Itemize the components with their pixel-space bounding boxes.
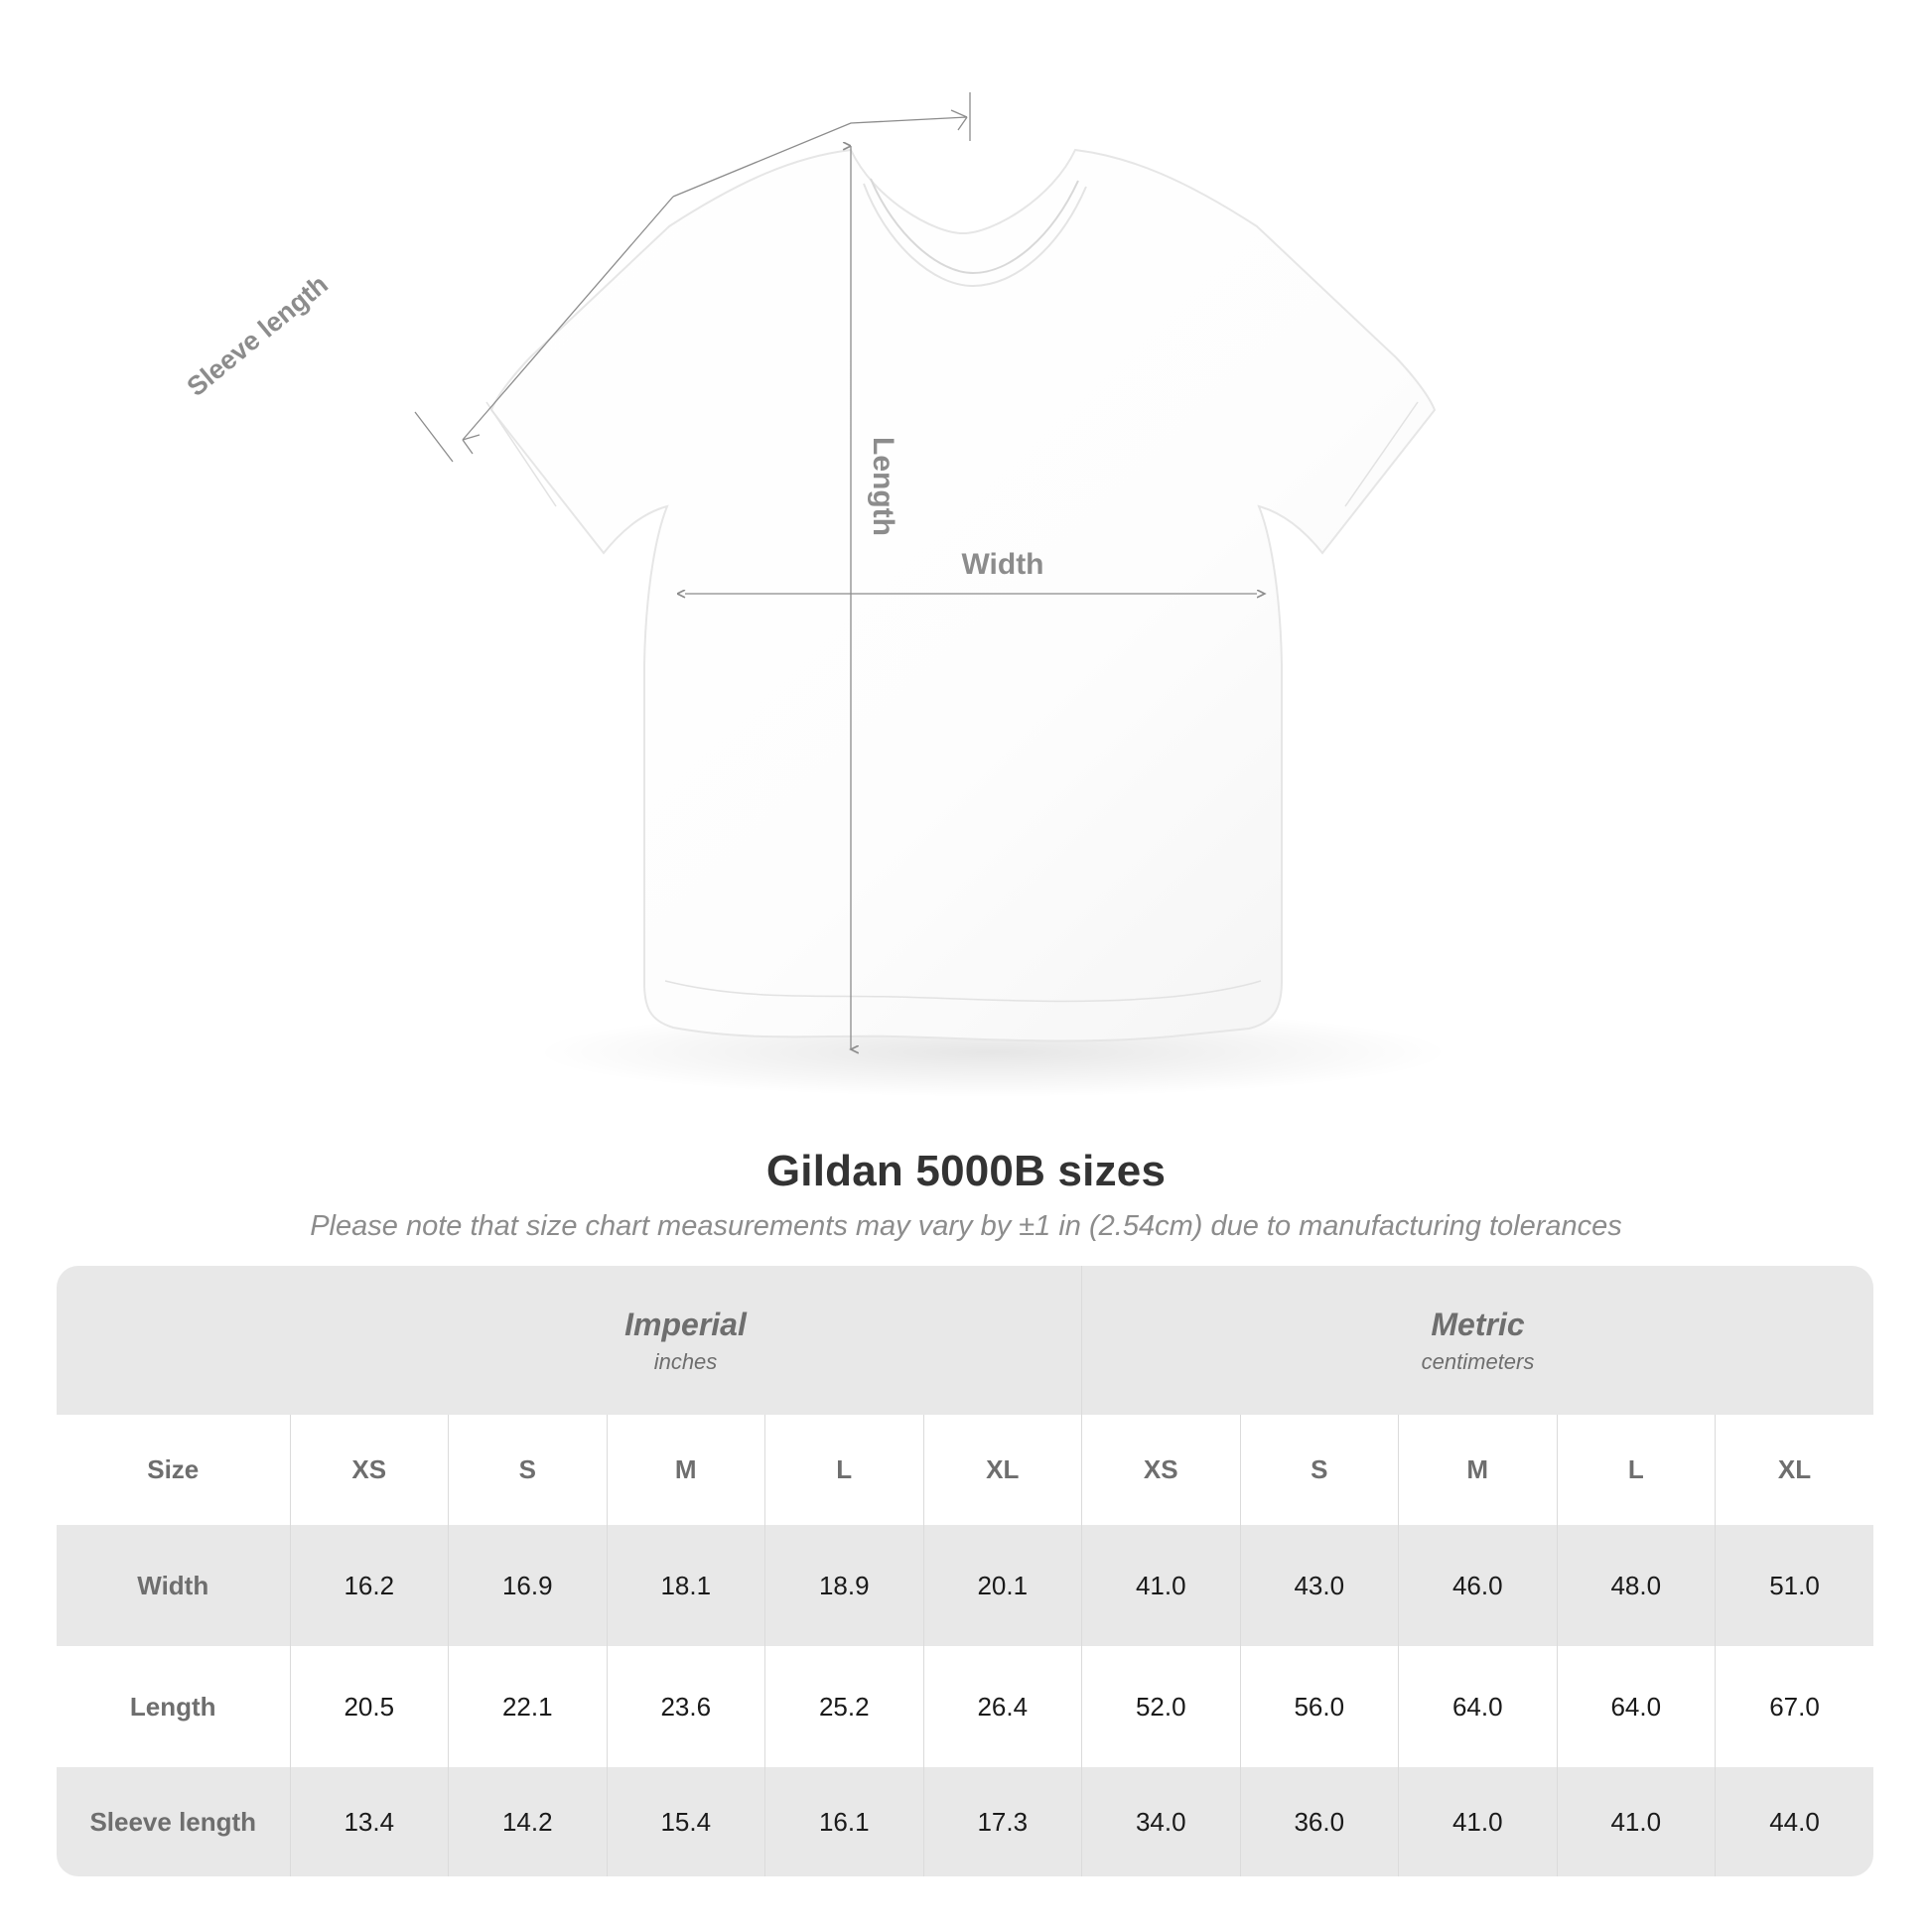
svg-text:Width: Width <box>961 548 1043 581</box>
svg-text:Sleeve length: Sleeve length <box>182 269 334 402</box>
svg-text:Length: Length <box>867 437 899 536</box>
